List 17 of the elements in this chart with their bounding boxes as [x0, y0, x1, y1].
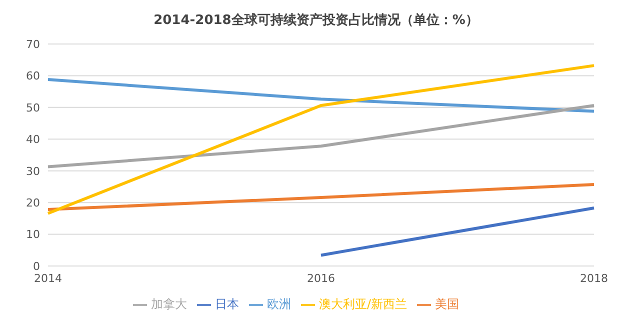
- x-tick-label: 2014: [34, 272, 62, 285]
- legend-label: 澳大利亚/新西兰: [318, 297, 408, 311]
- legend-label: 加拿大: [150, 297, 187, 311]
- y-tick-label: 30: [26, 164, 40, 178]
- legend-label: 欧洲: [266, 297, 291, 311]
- y-tick-label: 70: [26, 38, 40, 51]
- y-tick-label: 40: [26, 133, 40, 146]
- legend-label: 日本: [214, 297, 239, 311]
- y-tick-label: 0: [33, 260, 40, 273]
- legend-label: 美国: [435, 297, 460, 311]
- x-tick-label: 2016: [307, 272, 335, 285]
- chart-title: 2014-2018全球可持续资产投资占比情况（单位：%）: [152, 12, 480, 30]
- y-tick-label: 60: [26, 70, 40, 83]
- y-tick-label: 10: [26, 228, 40, 242]
- y-tick-label: 50: [26, 101, 40, 114]
- x-tick-label: 2018: [580, 272, 608, 285]
- y-tick-label: 20: [26, 196, 40, 210]
